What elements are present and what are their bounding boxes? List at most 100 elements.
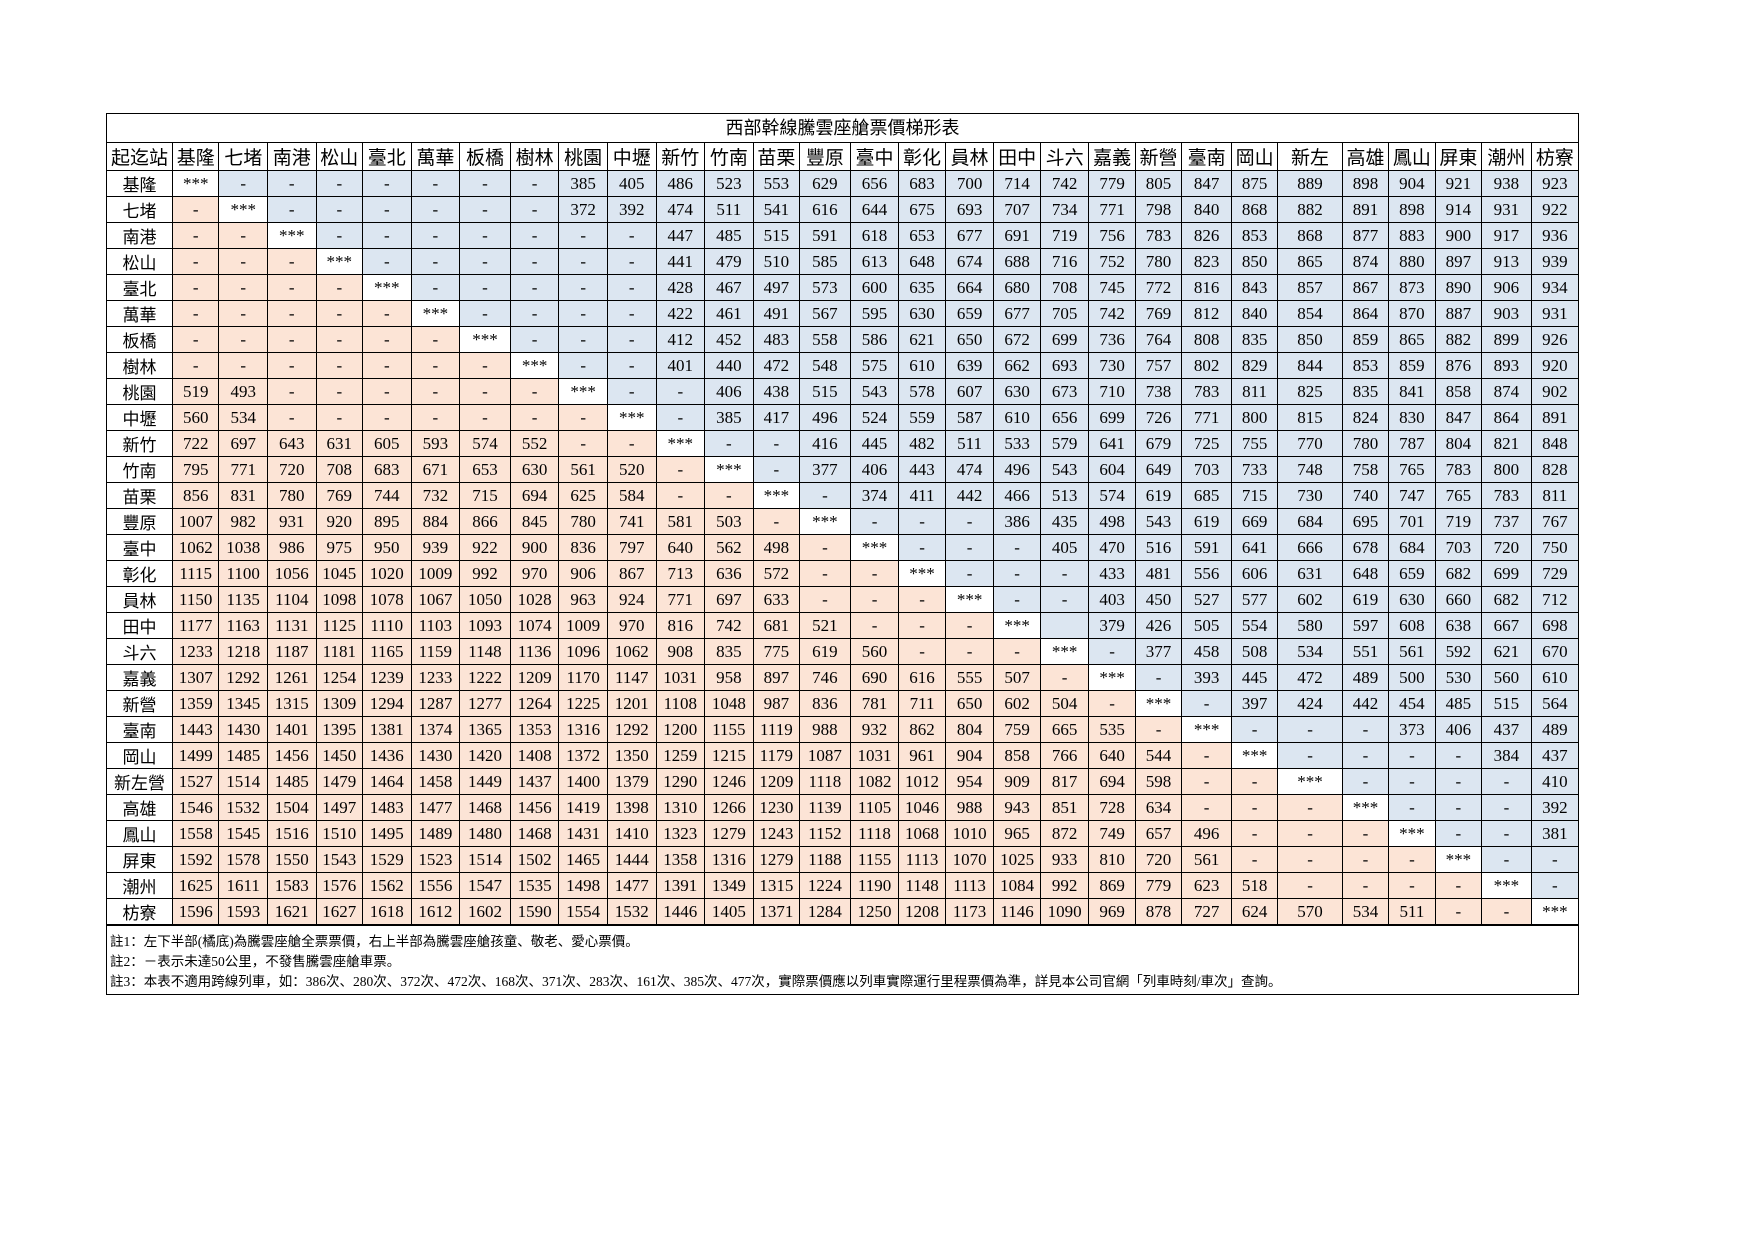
fare-cell: 503	[704, 508, 754, 535]
fare-cell: 708	[1039, 274, 1090, 301]
fare-cell: 982	[218, 508, 268, 535]
fare-cell: 621	[1481, 638, 1532, 665]
fare-cell: 1007	[171, 508, 220, 535]
fare-cell: 575	[849, 352, 900, 379]
fare-cell: 1310	[655, 794, 706, 821]
fare-cell: 1480	[459, 820, 511, 847]
fare-cell: 562	[704, 534, 754, 561]
fare-cell: -	[898, 612, 946, 639]
column-header: 七堵	[218, 143, 268, 171]
fare-cell: -	[362, 404, 412, 431]
fare-cell: -	[1134, 664, 1183, 691]
fare-cell: 511	[704, 196, 754, 223]
fare-cell: 1148	[459, 638, 511, 665]
fare-cell: 440	[704, 352, 754, 379]
fare-cell: 1224	[799, 872, 851, 899]
fare-cell: 804	[1434, 430, 1483, 457]
fare-cell: 1625	[171, 872, 220, 899]
fare-cell: 764	[1134, 326, 1183, 353]
fare-cell: 685	[1181, 482, 1232, 509]
fare-cell: 585	[799, 248, 851, 275]
fare-cell: -	[266, 274, 317, 301]
fare-cell: 690	[849, 664, 900, 691]
fare-cell: 1187	[266, 638, 317, 665]
fare-cell: 943	[993, 794, 1041, 821]
fare-cell: 486	[655, 170, 706, 197]
fare-cell: 543	[849, 378, 900, 405]
fare-cell: 510	[752, 248, 801, 275]
fare-cell: 769	[1134, 300, 1183, 327]
fare-cell: 693	[944, 196, 995, 223]
fare-cell: -	[1277, 820, 1343, 847]
fare-cell: 681	[752, 612, 801, 639]
fare-cell: 1592	[171, 846, 220, 873]
fare-cell: -	[171, 196, 220, 223]
fare-cell: 662	[993, 352, 1041, 379]
fare-cell: 643	[266, 430, 317, 457]
fare-cell: 664	[944, 274, 995, 301]
fare-cell: 656	[849, 170, 900, 197]
fare-cell: 934	[1530, 274, 1578, 301]
table-row: 枋寮 1596 1593 1621 1627 1618 1612 1602 1590 1554 15…	[107, 898, 1578, 925]
fare-cell: 604	[1088, 456, 1136, 483]
fare-cell: 710	[1088, 378, 1136, 405]
fare-cell: -	[558, 352, 608, 379]
fare-cell: 1516	[266, 820, 317, 847]
fare-cell: 835	[1341, 378, 1390, 405]
fare-cell: 454	[1388, 690, 1436, 717]
fare-cell: 653	[898, 222, 946, 249]
fare-cell: 1277	[459, 690, 511, 717]
fare-cell: 719	[1434, 508, 1483, 535]
fare-cell: 1590	[509, 898, 560, 925]
fare-cell: 1155	[849, 846, 900, 873]
fare-cell: 485	[704, 222, 754, 249]
fare-cell: -	[1481, 898, 1532, 925]
fare-cell: 680	[993, 274, 1041, 301]
fare-cell: 416	[799, 430, 851, 457]
fare-cell: 551	[1341, 638, 1390, 665]
fare-cell: 877	[1341, 222, 1390, 249]
fare-cell: 445	[1230, 664, 1279, 691]
corner-header: 起迄站	[107, 143, 173, 171]
fare-cell: 386	[993, 508, 1041, 535]
fare-cell: -	[1039, 560, 1090, 587]
fare-cell: -	[410, 274, 461, 301]
fare-cell: 595	[849, 300, 900, 327]
fare-cell: 802	[1181, 352, 1232, 379]
fare-cell: 452	[704, 326, 754, 353]
fare-cell: -	[1230, 846, 1279, 873]
fare-cell: 584	[606, 482, 657, 509]
fare-cell: 697	[704, 586, 754, 613]
station-name: 基隆	[107, 170, 173, 197]
fare-cell: 641	[1230, 534, 1279, 561]
fare-cell: 836	[558, 534, 608, 561]
fare-cell: -	[315, 222, 364, 249]
fare-cell: ***	[606, 404, 657, 431]
fare-cell: 844	[1277, 352, 1343, 379]
fare-cell: 920	[315, 508, 364, 535]
fare-cell: 840	[1181, 196, 1232, 223]
fare-cell: 783	[1134, 222, 1183, 249]
fare-cell: 897	[1434, 248, 1483, 275]
fare-cell: 619	[1341, 586, 1390, 613]
fare-cell: 574	[459, 430, 511, 457]
fare-cell: 1576	[315, 872, 364, 899]
fare-cell: -	[1277, 794, 1343, 821]
fare-cell: 673	[1039, 378, 1090, 405]
column-header: 岡山	[1230, 143, 1279, 171]
fare-cell: -	[1181, 768, 1232, 795]
fare-cell: 870	[1388, 300, 1436, 327]
fare-cell: -	[1481, 794, 1532, 821]
fare-cell: 699	[1088, 404, 1136, 431]
fare-cell: 405	[606, 170, 657, 197]
fare-cell: -	[218, 170, 268, 197]
fare-cell: 856	[171, 482, 220, 509]
station-name: 嘉義	[107, 664, 173, 691]
fare-cell: ***	[898, 560, 946, 587]
fare-cell: 498	[752, 534, 801, 561]
fare-cell: 496	[799, 404, 851, 431]
fare-cell: 496	[993, 456, 1041, 483]
fare-cell: 869	[1088, 872, 1136, 899]
fare-cell: 771	[218, 456, 268, 483]
fare-cell: 519	[171, 378, 220, 405]
